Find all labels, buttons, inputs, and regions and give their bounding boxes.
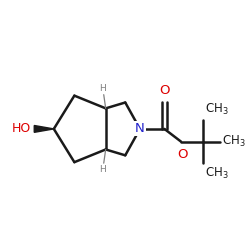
Text: H: H [99,165,106,174]
Text: H: H [99,84,106,93]
Polygon shape [34,126,54,132]
Text: CH$_3$: CH$_3$ [204,102,228,117]
Text: HO: HO [12,122,31,136]
Text: O: O [177,148,187,162]
Text: CH$_3$: CH$_3$ [204,166,228,181]
Text: N: N [135,122,145,136]
Text: O: O [159,84,170,96]
Text: CH$_3$: CH$_3$ [222,134,246,149]
